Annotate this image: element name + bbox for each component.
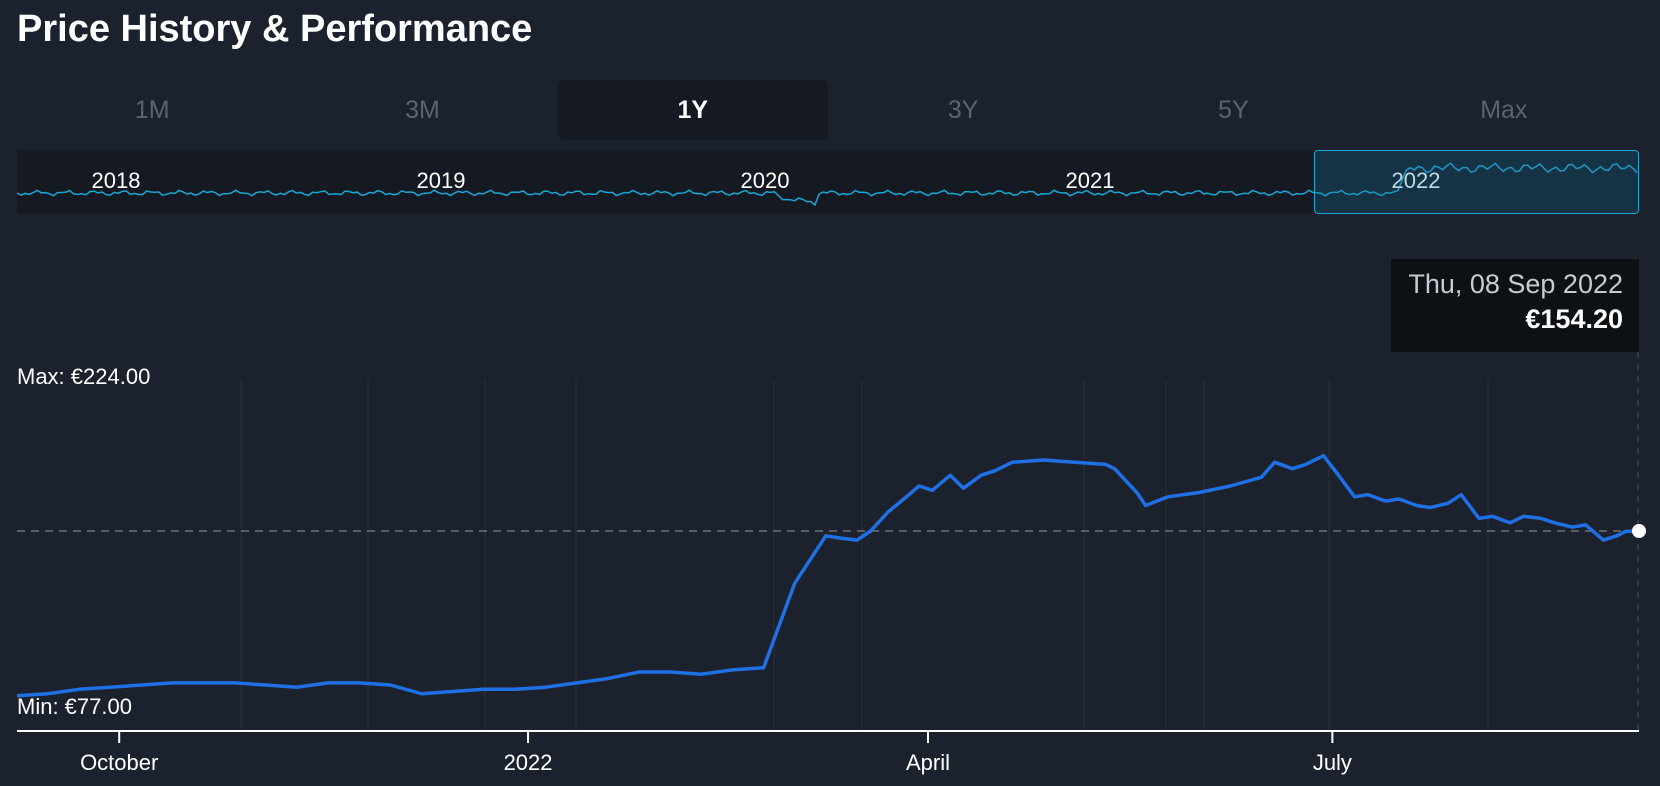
tab-5y[interactable]: 5Y [1218,95,1249,124]
max-price-label: Max: €224.00 [17,364,151,389]
min-price-label: Min: €77.00 [17,694,132,719]
navigator-line [17,162,1638,207]
chart-gridlines [240,352,1639,731]
navigator-selection-window[interactable] [1314,150,1639,214]
hover-marker [1632,523,1646,538]
tab-1y[interactable]: 1Y [557,80,828,140]
x-tick-label: 2022 [504,750,553,775]
x-tick-label: July [1313,750,1352,775]
range-navigator[interactable]: 2018 2019 2020 2021 2022 [17,150,1639,214]
x-axis-ticks: October 2022 April July [80,731,1352,775]
price-line [16,453,1640,698]
page-title: Price History & Performance [17,8,533,50]
price-tooltip: Thu, 08 Sep 2022 €154.20 [1391,259,1639,352]
tooltip-date: Thu, 08 Sep 2022 [1408,269,1623,299]
tab-max[interactable]: Max [1480,95,1528,124]
navigator-year-label: 2019 [416,168,466,193]
navigator-sparkline [17,162,1638,207]
tab-1m[interactable]: 1M [134,95,170,124]
range-tabs: 1M 3M 1Y 3Y 5Y Max [17,80,1639,140]
tab-3y[interactable]: 3Y [947,95,979,124]
navigator-year-label: 2018 [91,168,141,193]
tab-3m[interactable]: 3M [405,95,440,124]
navigator-year-label: 2022 [1391,168,1441,193]
x-tick-label: October [80,750,158,775]
x-tick-label: April [906,750,950,775]
tooltip-price: €154.20 [1525,304,1623,334]
navigator-year-label: 2021 [1065,168,1115,193]
navigator-year-label: 2020 [740,168,790,193]
